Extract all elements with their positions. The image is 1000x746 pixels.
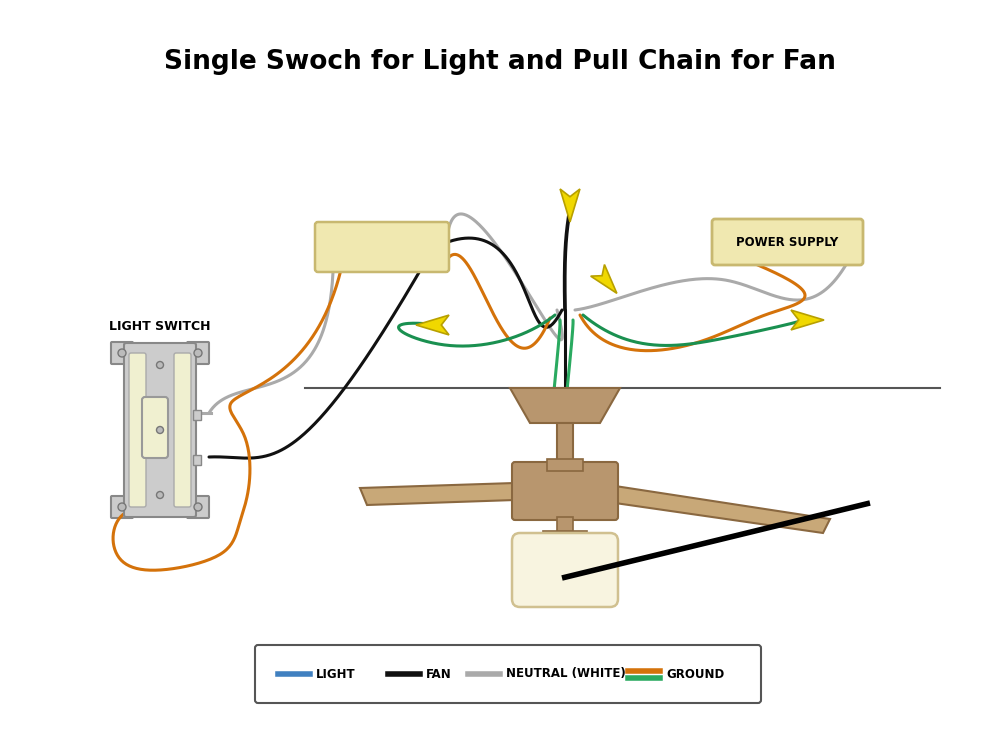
Circle shape — [156, 362, 164, 369]
Circle shape — [118, 503, 126, 511]
Polygon shape — [416, 315, 449, 335]
FancyBboxPatch shape — [255, 645, 761, 703]
FancyBboxPatch shape — [142, 397, 168, 458]
Text: LIGHT SWITCH: LIGHT SWITCH — [109, 321, 211, 333]
Polygon shape — [360, 483, 515, 505]
Text: FAN: FAN — [426, 668, 452, 680]
Circle shape — [156, 427, 164, 433]
FancyBboxPatch shape — [111, 342, 133, 364]
FancyBboxPatch shape — [315, 222, 449, 272]
FancyBboxPatch shape — [111, 496, 133, 518]
FancyBboxPatch shape — [512, 462, 618, 520]
FancyBboxPatch shape — [187, 342, 209, 364]
Text: LIGHT: LIGHT — [316, 668, 356, 680]
Text: NEUTRAL (WHITE): NEUTRAL (WHITE) — [506, 668, 626, 680]
FancyBboxPatch shape — [193, 455, 201, 465]
Text: GROUND: GROUND — [666, 668, 724, 680]
FancyBboxPatch shape — [124, 343, 196, 517]
Bar — [543, 531, 587, 541]
Polygon shape — [615, 486, 830, 533]
Bar — [557, 423, 573, 465]
Polygon shape — [510, 388, 620, 423]
Text: Single Swoch for Light and Pull Chain for Fan: Single Swoch for Light and Pull Chain fo… — [164, 49, 836, 75]
FancyBboxPatch shape — [712, 219, 863, 265]
Circle shape — [156, 492, 164, 498]
Circle shape — [194, 503, 202, 511]
FancyBboxPatch shape — [129, 353, 146, 507]
Bar — [557, 517, 573, 535]
Bar — [547, 459, 583, 471]
FancyBboxPatch shape — [187, 496, 209, 518]
Circle shape — [194, 349, 202, 357]
Polygon shape — [560, 189, 580, 222]
Circle shape — [118, 349, 126, 357]
Polygon shape — [791, 310, 824, 330]
FancyBboxPatch shape — [193, 410, 201, 420]
Text: POWER SUPPLY: POWER SUPPLY — [736, 236, 839, 248]
FancyBboxPatch shape — [174, 353, 191, 507]
Polygon shape — [591, 265, 617, 293]
FancyBboxPatch shape — [512, 533, 618, 607]
